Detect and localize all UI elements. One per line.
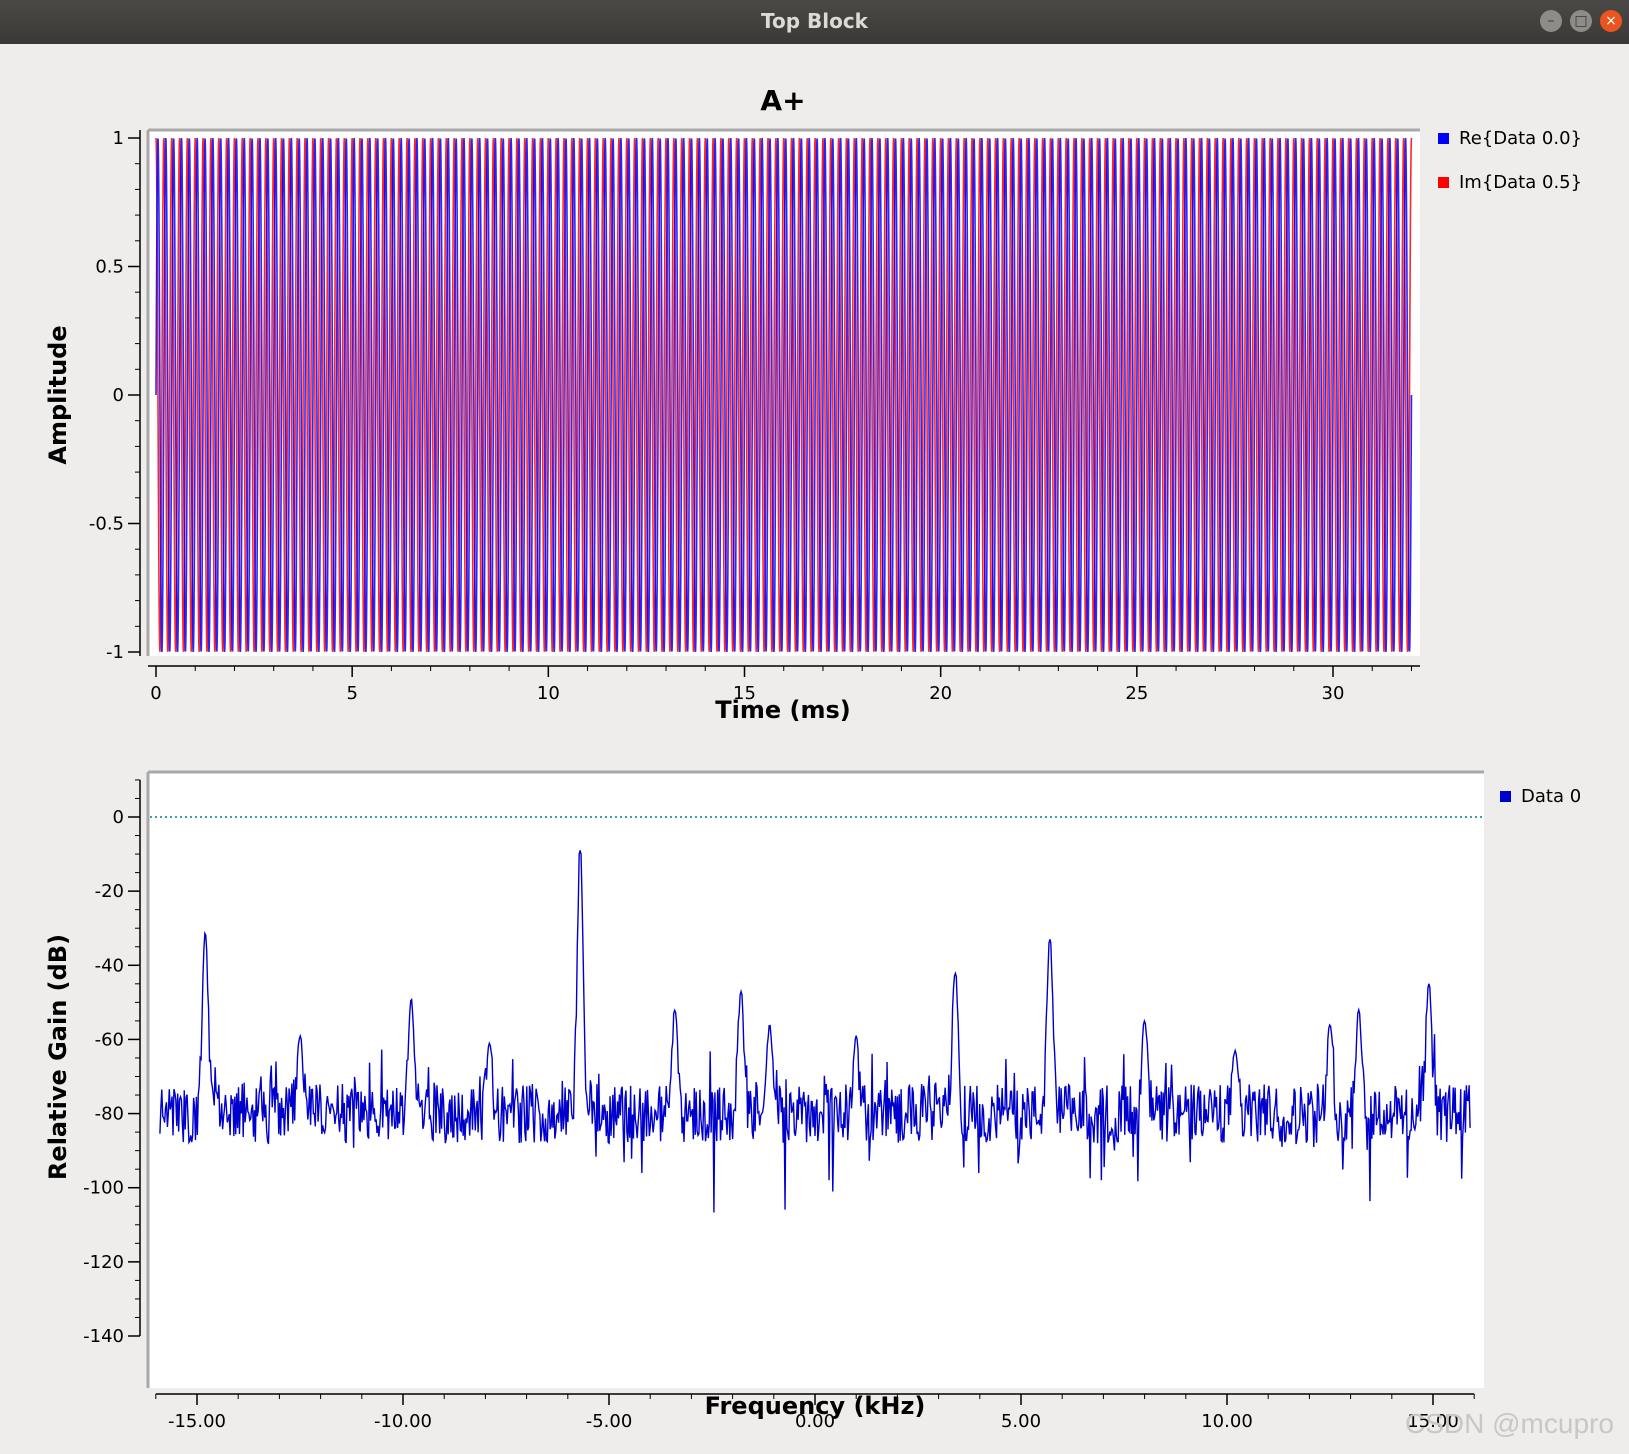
watermark: CSDN @mcupro <box>1405 1408 1614 1439</box>
legend-swatch-1 <box>1438 177 1449 188</box>
y-tick-label: 0 <box>113 385 124 406</box>
y-tick-label: 0.5 <box>95 257 124 278</box>
x-tick-label: 15 <box>733 683 756 704</box>
y-tick-label: -20 <box>95 881 124 902</box>
y-tick-label: -0.5 <box>89 514 124 535</box>
series-line-0 <box>155 137 1413 653</box>
chart-title: A+ <box>760 84 805 117</box>
y-axis-label: Relative Gain (dB) <box>44 934 72 1180</box>
y-tick-label: 1 <box>113 128 124 149</box>
legend-swatch-0 <box>1438 133 1449 144</box>
x-tick-label: 5 <box>346 683 357 704</box>
x-tick-label: 15.00 <box>1407 1411 1459 1432</box>
window-titlebar: Top Block – □ × <box>0 0 1629 44</box>
x-axis-label: Frequency (kHz) <box>705 1392 926 1420</box>
legend-label-freq-0: Data 0 <box>1521 786 1581 807</box>
time-series-group <box>155 137 1413 653</box>
maximize-button[interactable]: □ <box>1570 10 1592 32</box>
y-axis-label: Amplitude <box>44 325 72 464</box>
plot-area: 1 0.5 0 -0.5 -1 0 5 10 15 20 25 30 Time (ms) Amplitud… <box>44 84 1582 1432</box>
legend-swatch-freq-0 <box>1500 791 1511 802</box>
y-tick-label: -120 <box>83 1252 124 1273</box>
y-tick-label: 0 <box>113 807 124 828</box>
x-tick-label: 20 <box>929 683 952 704</box>
x-tick-label: 10 <box>537 683 560 704</box>
x-tick-label: 5.00 <box>1001 1411 1041 1432</box>
y-tick-label: -100 <box>83 1178 124 1199</box>
x-tick-label: 25 <box>1125 683 1148 704</box>
x-tick-label: -5.00 <box>586 1411 633 1432</box>
x-tick-label: -15.00 <box>168 1411 226 1432</box>
x-tick-label: 0 <box>150 683 161 704</box>
y-tick-label: -80 <box>95 1104 124 1125</box>
x-tick-label: 0.00 <box>795 1411 835 1432</box>
minimize-button[interactable]: – <box>1540 10 1562 32</box>
y-tick-label: -140 <box>83 1326 124 1347</box>
y-tick-label: -1 <box>106 642 124 663</box>
window-title: Top Block <box>760 9 868 33</box>
x-tick-label: 30 <box>1322 683 1345 704</box>
y-tick-label: -40 <box>95 955 124 976</box>
legend-label-1: Im{Data 0.5} <box>1459 172 1582 193</box>
close-button[interactable]: × <box>1600 10 1622 32</box>
x-tick-label: -10.00 <box>374 1411 432 1432</box>
x-axis-label: Time (ms) <box>715 696 850 724</box>
y-tick-label: -60 <box>95 1029 124 1050</box>
spectrum-series-line <box>159 850 1471 1213</box>
legend-label-0: Re{Data 0.0} <box>1459 128 1582 149</box>
x-tick-label: 10.00 <box>1201 1411 1253 1432</box>
plot-canvas-1 <box>148 772 1484 1388</box>
